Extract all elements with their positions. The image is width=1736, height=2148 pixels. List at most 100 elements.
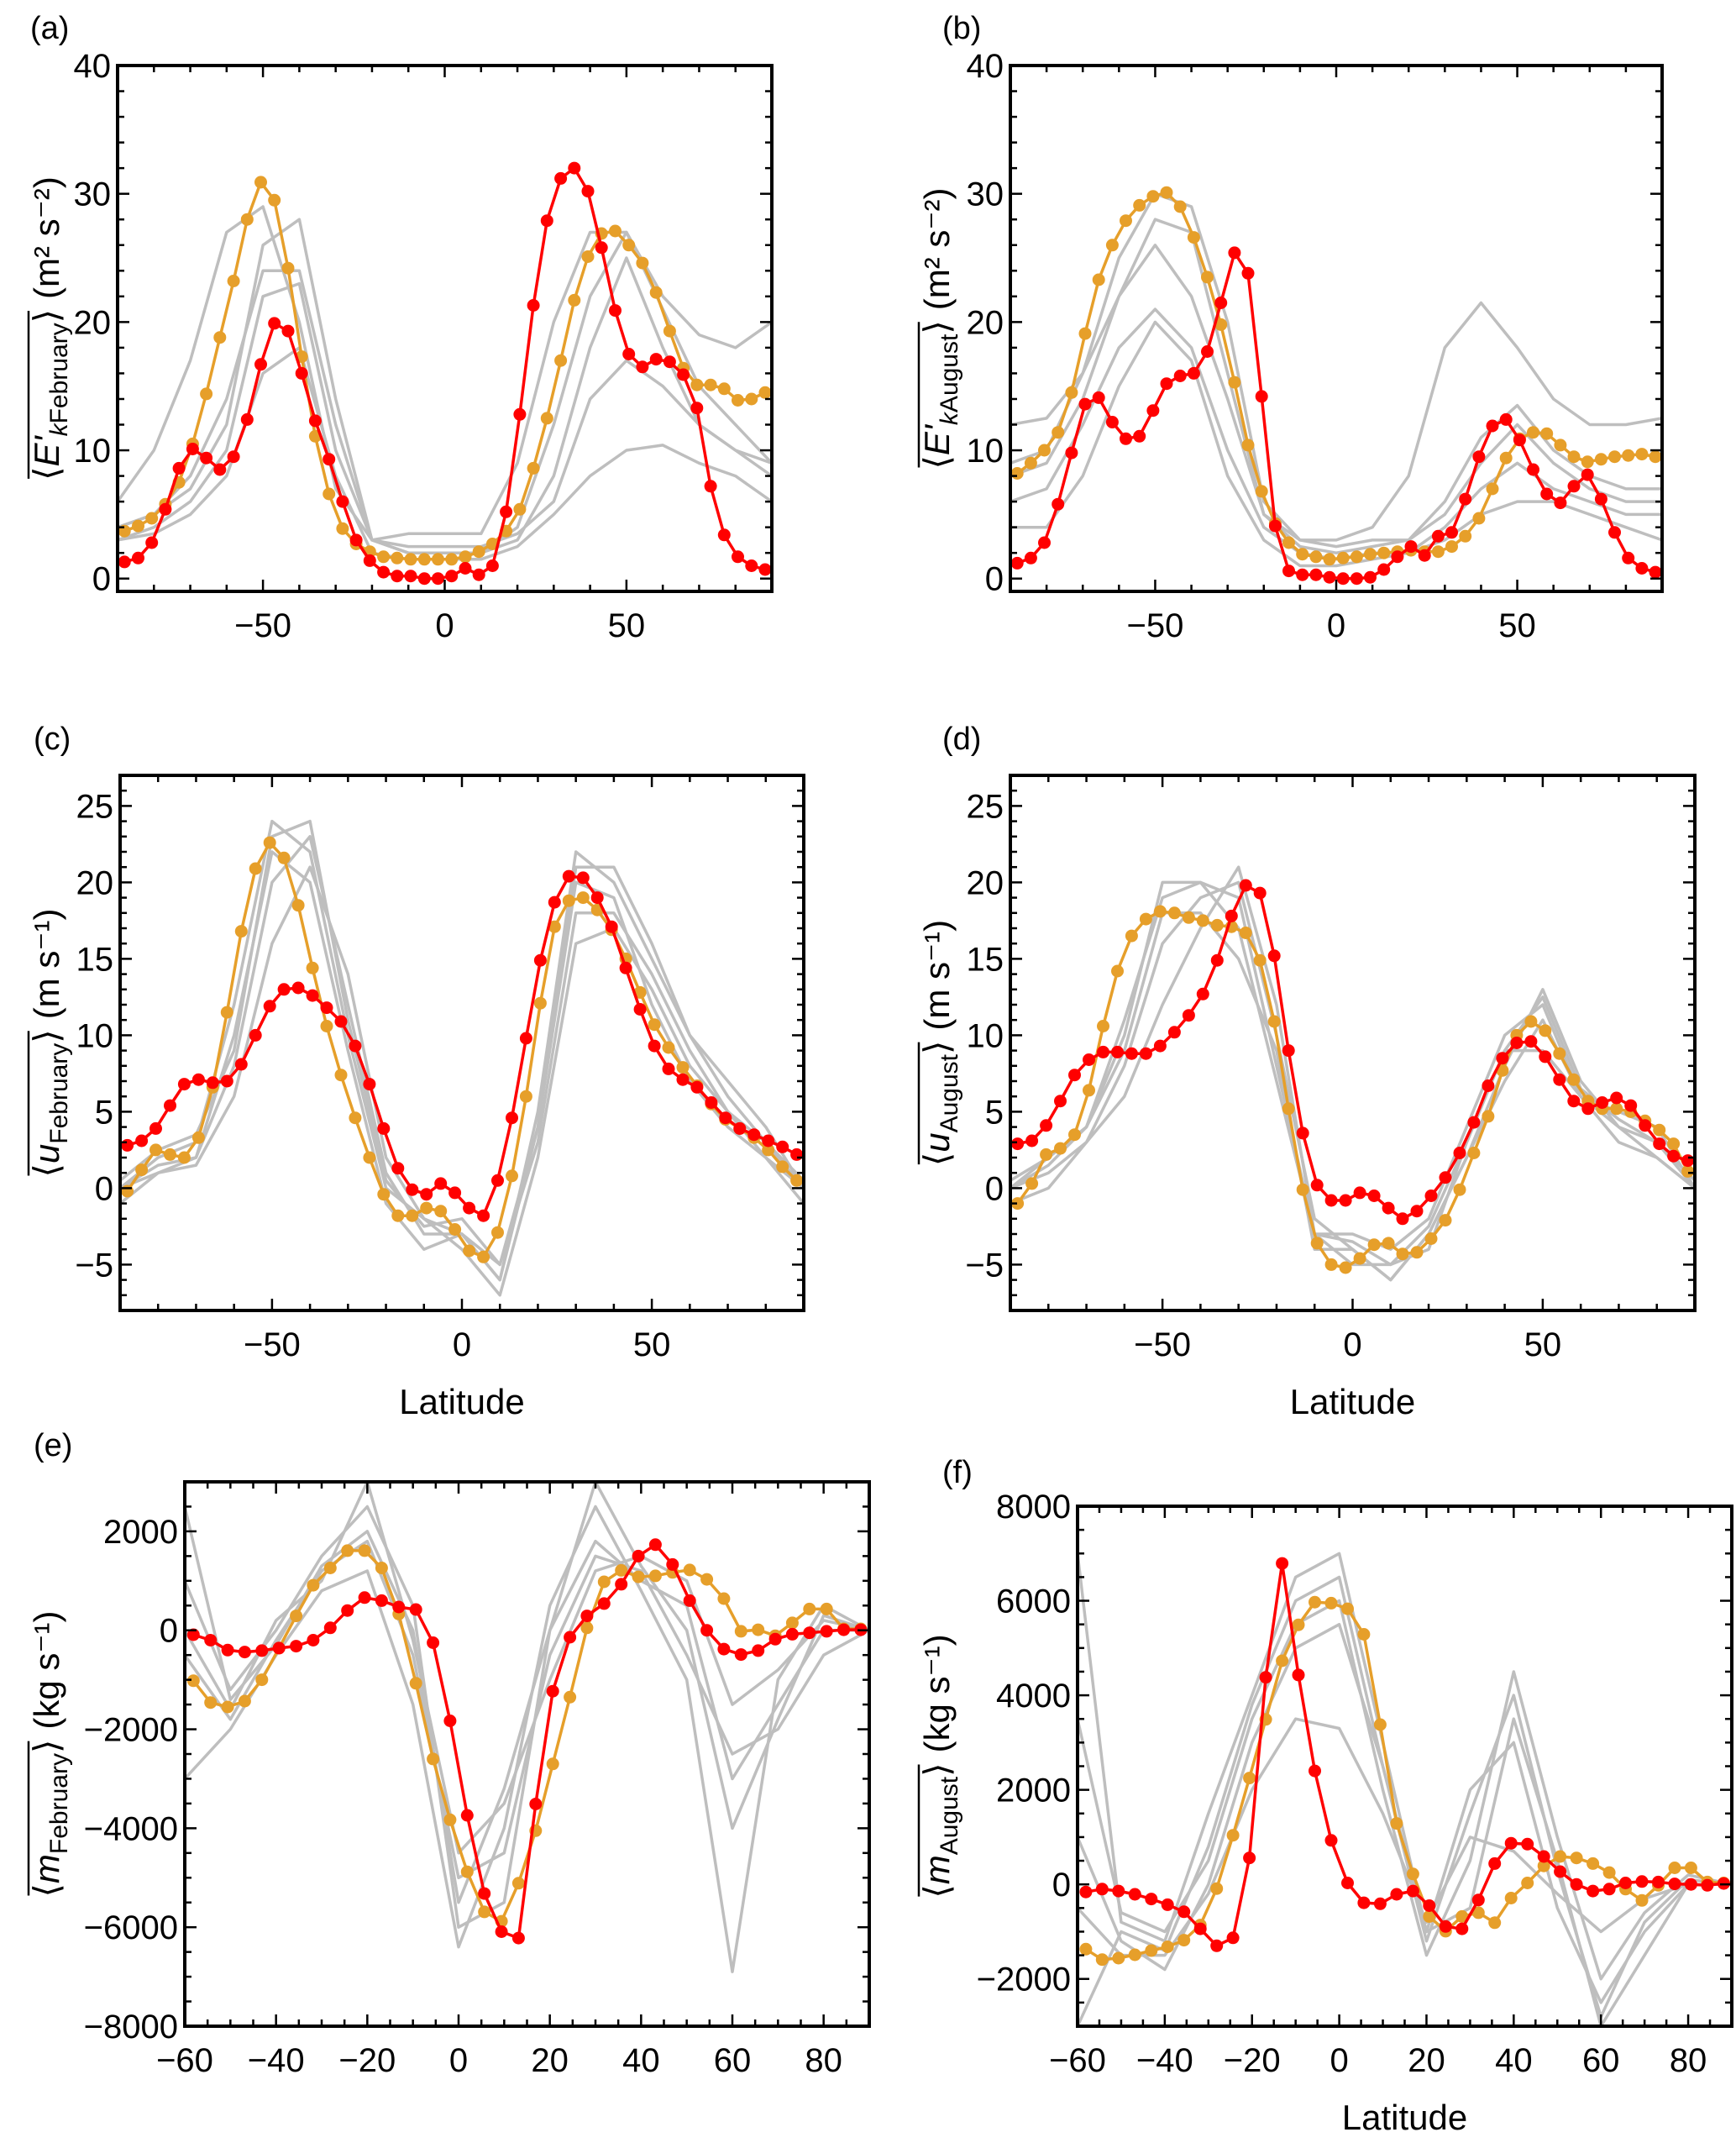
orange-data-point: [1267, 1015, 1281, 1028]
red-data-point: [392, 1600, 406, 1614]
orange-data-point: [1423, 1909, 1436, 1923]
red-data-point: [341, 1604, 354, 1617]
angle-bracket-close: ⟩: [27, 1740, 66, 1753]
orange-data-point: [820, 1602, 833, 1615]
red-data-point: [1404, 540, 1418, 554]
orange-data-point: [1341, 1602, 1354, 1615]
red-data-point: [375, 1594, 388, 1607]
red-data-point: [1681, 1154, 1695, 1168]
red-data-point: [1309, 1764, 1321, 1778]
red-data-point: [1038, 536, 1051, 549]
red-data-point: [363, 1078, 376, 1091]
model-line: [118, 218, 772, 549]
orange-data-point: [597, 1575, 611, 1589]
red-data-point: [1439, 1171, 1452, 1184]
red-data-point: [191, 1073, 205, 1086]
red-data-point: [662, 1062, 675, 1075]
red-data-point: [1011, 1137, 1025, 1151]
x-axis-label: Latitude: [1290, 1382, 1415, 1421]
model-line: [118, 205, 772, 542]
orange-data-point: [1499, 451, 1513, 465]
y-tick-label: 20: [74, 304, 112, 341]
red-data-point: [758, 563, 772, 576]
red-data-point: [495, 1925, 508, 1938]
red-data-point: [164, 1099, 176, 1112]
orange-data-point: [277, 851, 291, 864]
orange-data-point: [1439, 1214, 1452, 1227]
orange-data-point: [268, 193, 281, 207]
red-data-point: [615, 1578, 628, 1591]
red-data-point: [448, 1186, 462, 1200]
red-data-point: [434, 1177, 448, 1190]
orange-data-point: [1196, 914, 1209, 927]
red-data-point: [1052, 497, 1065, 511]
orange-data-point: [406, 1209, 419, 1222]
angle-bracket-open: ⟨: [27, 466, 66, 480]
red-data-point: [320, 1001, 333, 1015]
red-data-point: [1282, 1044, 1295, 1058]
red-data-point: [1253, 886, 1267, 900]
orange-data-point: [1539, 1024, 1552, 1037]
red-data-point: [186, 1628, 200, 1641]
orange-data-point: [1455, 1909, 1469, 1923]
orange-data-point: [445, 553, 459, 566]
red-data-point: [562, 869, 575, 883]
orange-data-point: [234, 925, 248, 938]
orange-data-point: [1554, 1850, 1567, 1863]
red-data-point: [323, 453, 336, 466]
orange-data-point: [391, 551, 404, 565]
orange-data-point: [1145, 1944, 1158, 1957]
orange-series-line: [1084, 1600, 1724, 1962]
orange-data-point: [320, 1020, 333, 1032]
orange-data-point: [1243, 1772, 1256, 1785]
red-data-point: [249, 1028, 262, 1042]
orange-data-point: [434, 1205, 448, 1218]
y-axis-symbol: m: [917, 1855, 957, 1884]
red-data-point: [1581, 1102, 1595, 1116]
red-data-point: [1486, 419, 1499, 433]
orange-data-point: [662, 1041, 675, 1054]
orange-data-point: [1471, 1906, 1485, 1920]
orange-data-point: [1092, 273, 1105, 286]
orange-data-point: [227, 275, 240, 287]
red-data-point: [690, 402, 704, 415]
y-tick-label: 0: [92, 561, 111, 598]
orange-data-point: [1079, 1942, 1093, 1956]
red-data-point: [1145, 1893, 1158, 1906]
red-data-point: [1459, 492, 1472, 506]
red-data-point: [548, 895, 561, 909]
orange-data-point: [1024, 456, 1037, 470]
orange-data-point: [420, 1201, 433, 1215]
red-data-point: [676, 1073, 690, 1086]
red-data-point: [1567, 1095, 1581, 1108]
orange-data-point: [238, 1694, 251, 1708]
x-tick-label: 60: [1582, 2042, 1620, 2079]
orange-data-point: [1276, 1654, 1289, 1667]
orange-data-point: [700, 1573, 714, 1586]
red-data-point: [1239, 879, 1252, 892]
red-data-point: [427, 1636, 440, 1649]
x-tick-label: 40: [622, 2042, 660, 2079]
red-data-point: [1424, 1190, 1438, 1202]
y-tick-label: 0: [1052, 1867, 1071, 1904]
red-data-point: [1010, 556, 1024, 570]
red-data-point: [391, 1162, 405, 1175]
orange-data-point: [1424, 1232, 1438, 1245]
orange-data-point: [1153, 905, 1167, 918]
red-data-point: [445, 570, 459, 583]
red-data-point: [1587, 1884, 1600, 1898]
red-data-point: [1377, 563, 1391, 576]
orange-data-point: [649, 286, 663, 299]
orange-data-point: [1210, 1882, 1224, 1895]
orange-data-point: [220, 1006, 233, 1019]
red-data-point: [204, 1634, 218, 1646]
red-data-point: [1226, 1931, 1240, 1945]
orange-data-point: [1486, 482, 1499, 496]
red-data-point: [1635, 562, 1649, 575]
orange-data-point: [1537, 1859, 1550, 1872]
orange-data-point: [1167, 906, 1181, 920]
orange-data-point: [1567, 450, 1581, 464]
model-line: [1010, 911, 1695, 1282]
orange-data-point: [1567, 1073, 1581, 1086]
orange-data-point: [478, 1905, 491, 1919]
